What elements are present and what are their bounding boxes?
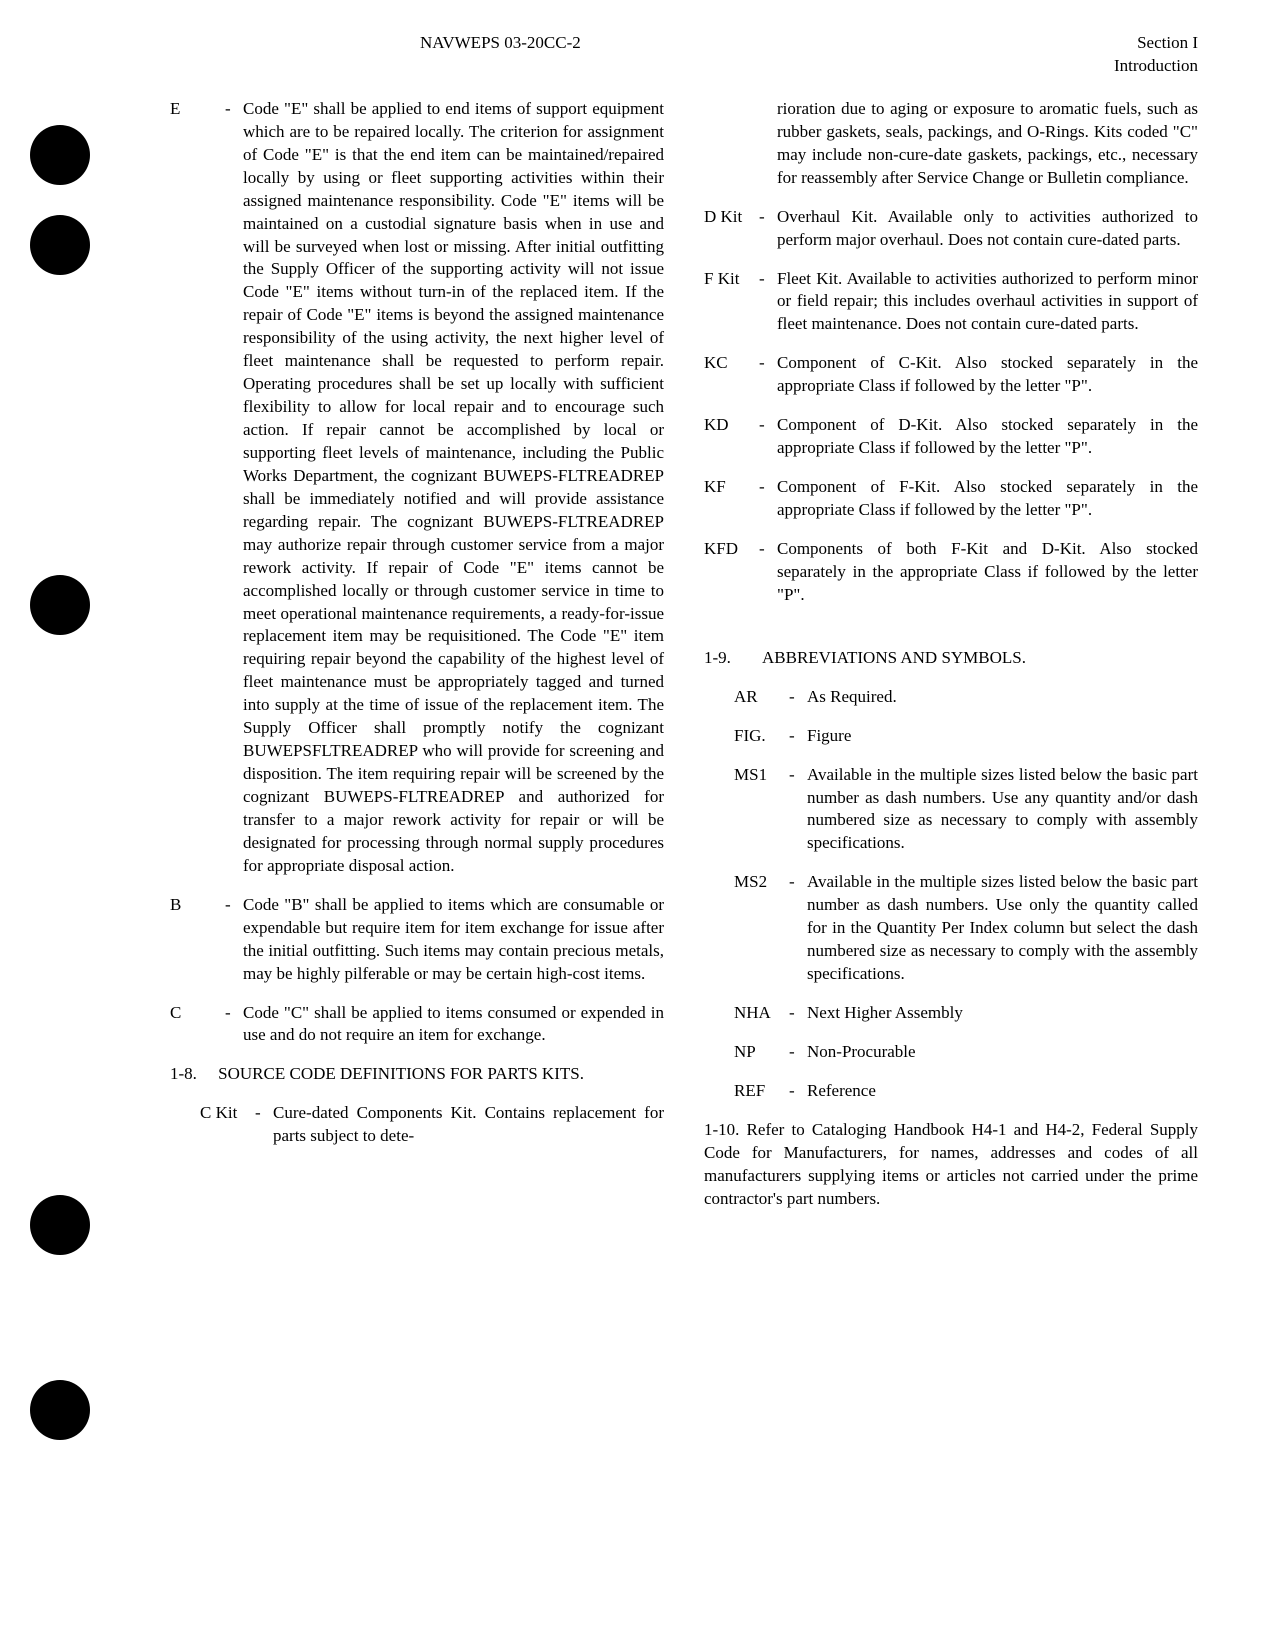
def-text: Component of F-Kit. Also stocked separat… [777, 476, 1198, 522]
definition-ar: AR - As Required. [734, 686, 1198, 709]
def-text: Component of C-Kit. Also stocked separat… [777, 352, 1198, 398]
def-text: Overhaul Kit. Available only to activiti… [777, 206, 1198, 252]
punch-hole [30, 215, 90, 275]
section-label: Section I [1114, 32, 1198, 55]
definition-f-kit: F Kit - Fleet Kit. Available to activiti… [704, 268, 1198, 337]
def-separator: - [789, 871, 807, 986]
def-separator: - [759, 352, 777, 398]
document-id: NAVWEPS 03-20CC-2 [420, 32, 581, 78]
def-label: MS1 [734, 764, 789, 856]
def-text: Figure [807, 725, 1198, 748]
def-text: Next Higher Assembly [807, 1002, 1198, 1025]
def-separator: - [225, 894, 243, 986]
section-number: 1-8. [170, 1064, 197, 1083]
definition-code-c: C - Code "C" shall be applied to items c… [170, 1002, 664, 1048]
left-column: E - Code "E" shall be applied to end ite… [170, 98, 664, 1227]
def-label: KD [704, 414, 759, 460]
def-label: C [170, 1002, 225, 1048]
def-label: C Kit [200, 1102, 255, 1148]
paragraph-1-10: 1-10. Refer to Cataloging Handbook H4-1 … [704, 1119, 1198, 1211]
definition-ref: REF - Reference [734, 1080, 1198, 1103]
def-text: Available in the multiple sizes listed b… [807, 871, 1198, 986]
definition-code-b: B - Code "B" shall be applied to items w… [170, 894, 664, 986]
def-label: NHA [734, 1002, 789, 1025]
def-separator: - [759, 538, 777, 607]
def-separator: - [789, 1080, 807, 1103]
def-text: Available in the multiple sizes listed b… [807, 764, 1198, 856]
def-label: F Kit [704, 268, 759, 337]
def-label-empty [704, 98, 759, 190]
def-separator: - [789, 1041, 807, 1064]
def-label: KF [704, 476, 759, 522]
definition-nha: NHA - Next Higher Assembly [734, 1002, 1198, 1025]
definition-kfd: KFD - Components of both F-Kit and D-Kit… [704, 538, 1198, 607]
def-label: AR [734, 686, 789, 709]
def-separator: - [789, 725, 807, 748]
punch-hole [30, 1195, 90, 1255]
def-separator: - [759, 476, 777, 522]
punch-hole [30, 575, 90, 635]
section-title: ABBREVIATIONS AND SYMBOLS. [762, 647, 1026, 670]
def-label: D Kit [704, 206, 759, 252]
definition-c-kit: C Kit - Cure-dated Components Kit. Conta… [200, 1102, 664, 1148]
definition-c-kit-continued: rioration due to aging or exposure to ar… [704, 98, 1198, 190]
def-text: Components of both F-Kit and D-Kit. Also… [777, 538, 1198, 607]
def-separator: - [789, 1002, 807, 1025]
def-text: Reference [807, 1080, 1198, 1103]
def-label: MS2 [734, 871, 789, 986]
def-separator-empty [759, 98, 777, 190]
header-section: Section I Introduction [1114, 32, 1198, 78]
def-label: KC [704, 352, 759, 398]
def-text: As Required. [807, 686, 1198, 709]
def-label: NP [734, 1041, 789, 1064]
def-label: E [170, 98, 225, 878]
def-separator: - [759, 268, 777, 337]
def-separator: - [225, 98, 243, 878]
page-header: NAVWEPS 03-20CC-2 Section I Introduction [170, 32, 1198, 78]
def-separator: - [225, 1002, 243, 1048]
definition-fig: FIG. - Figure [734, 725, 1198, 748]
definition-ms1: MS1 - Available in the multiple sizes li… [734, 764, 1198, 856]
def-separator: - [759, 414, 777, 460]
section-1-8-heading: 1-8. SOURCE CODE DEFINITIONS FOR PARTS K… [170, 1063, 664, 1086]
definition-kc: KC - Component of C-Kit. Also stocked se… [704, 352, 1198, 398]
def-text: rioration due to aging or exposure to ar… [777, 98, 1198, 190]
def-text: Code "C" shall be applied to items consu… [243, 1002, 664, 1048]
definition-code-e: E - Code "E" shall be applied to end ite… [170, 98, 664, 878]
section-title: SOURCE CODE DEFINITIONS FOR PARTS KITS. [218, 1064, 584, 1083]
punch-hole [30, 125, 90, 185]
section-subtitle: Introduction [1114, 55, 1198, 78]
definition-d-kit: D Kit - Overhaul Kit. Available only to … [704, 206, 1198, 252]
def-label: KFD [704, 538, 759, 607]
def-label: B [170, 894, 225, 986]
def-separator: - [789, 686, 807, 709]
section-number: 1-9. [704, 647, 744, 670]
content-columns: E - Code "E" shall be applied to end ite… [170, 98, 1198, 1227]
def-text: Component of D-Kit. Also stocked separat… [777, 414, 1198, 460]
def-separator: - [789, 764, 807, 856]
section-1-9-heading: 1-9. ABBREVIATIONS AND SYMBOLS. [704, 647, 1198, 670]
def-separator: - [255, 1102, 273, 1148]
def-label: FIG. [734, 725, 789, 748]
def-separator: - [759, 206, 777, 252]
definition-kd: KD - Component of D-Kit. Also stocked se… [704, 414, 1198, 460]
right-column: rioration due to aging or exposure to ar… [704, 98, 1198, 1227]
def-text: Non-Procurable [807, 1041, 1198, 1064]
punch-hole [30, 1380, 90, 1440]
def-label: REF [734, 1080, 789, 1103]
definition-np: NP - Non-Procurable [734, 1041, 1198, 1064]
def-text: Code "E" shall be applied to end items o… [243, 98, 664, 878]
definition-ms2: MS2 - Available in the multiple sizes li… [734, 871, 1198, 986]
definition-kf: KF - Component of F-Kit. Also stocked se… [704, 476, 1198, 522]
def-text: Fleet Kit. Available to activities autho… [777, 268, 1198, 337]
def-text: Cure-dated Components Kit. Contains repl… [273, 1102, 664, 1148]
def-text: Code "B" shall be applied to items which… [243, 894, 664, 986]
